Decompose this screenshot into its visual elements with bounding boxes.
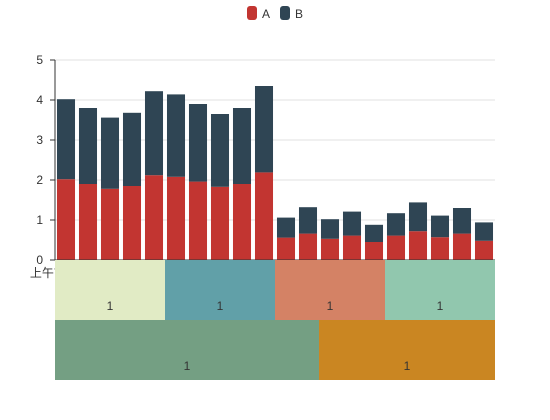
group-cell-label: 1 bbox=[437, 299, 444, 313]
group-cell-row2 bbox=[319, 320, 495, 380]
bar-B-18[interactable] bbox=[452, 208, 472, 234]
grid-lines bbox=[55, 59, 495, 221]
bar-B-8[interactable] bbox=[232, 108, 252, 184]
legend-label-A[interactable]: A bbox=[262, 7, 270, 21]
bar-B-16[interactable] bbox=[408, 202, 428, 232]
bar-A-7[interactable] bbox=[210, 186, 230, 260]
bar-B-6[interactable] bbox=[188, 104, 208, 182]
bar-A-4[interactable] bbox=[144, 175, 164, 260]
bar-A-6[interactable] bbox=[188, 181, 208, 260]
bar-B-19[interactable] bbox=[474, 222, 494, 241]
bar-B-1[interactable] bbox=[78, 108, 98, 184]
group-cell-row1 bbox=[55, 260, 165, 320]
group-cell-row1 bbox=[385, 260, 495, 320]
bar-B-10[interactable] bbox=[276, 217, 296, 238]
group-cell-label: 1 bbox=[184, 359, 191, 373]
group-cell-row1 bbox=[165, 260, 275, 320]
bar-A-3[interactable] bbox=[122, 186, 142, 260]
y-tick-label: 3 bbox=[36, 133, 43, 147]
bar-A-17[interactable] bbox=[430, 237, 450, 260]
bar-B-11[interactable] bbox=[298, 207, 318, 234]
group-cell-label: 1 bbox=[327, 299, 334, 313]
group-cell-row2 bbox=[55, 320, 319, 380]
bar-A-1[interactable] bbox=[78, 184, 98, 260]
bar-A-14[interactable] bbox=[364, 242, 384, 260]
bar-B-15[interactable] bbox=[386, 213, 406, 236]
bars bbox=[56, 86, 494, 260]
bar-A-16[interactable] bbox=[408, 231, 428, 260]
bar-A-18[interactable] bbox=[452, 233, 472, 260]
bar-B-2[interactable] bbox=[100, 117, 120, 189]
group-cell-label: 1 bbox=[107, 299, 114, 313]
group-cell-row1 bbox=[275, 260, 385, 320]
y-tick-label: 2 bbox=[36, 173, 43, 187]
y-tick-label: 1 bbox=[36, 213, 43, 227]
bar-A-19[interactable] bbox=[474, 240, 494, 260]
legend-swatch-A[interactable] bbox=[247, 6, 257, 20]
bar-B-7[interactable] bbox=[210, 114, 230, 187]
bar-A-0[interactable] bbox=[56, 179, 76, 260]
bar-B-9[interactable] bbox=[254, 86, 274, 173]
group-cell-label: 1 bbox=[404, 359, 411, 373]
bar-B-14[interactable] bbox=[364, 224, 384, 242]
bar-A-9[interactable] bbox=[254, 172, 274, 260]
bar-B-13[interactable] bbox=[342, 211, 362, 236]
y-tick-label: 0 bbox=[36, 253, 43, 267]
bar-B-4[interactable] bbox=[144, 91, 164, 176]
group-rows: 1 1 1 1 1 1 bbox=[55, 260, 495, 380]
y-tick-label: 4 bbox=[36, 93, 43, 107]
legend-label-B[interactable]: B bbox=[295, 7, 303, 21]
legend-swatch-B[interactable] bbox=[280, 6, 290, 20]
group-cell-label: 1 bbox=[217, 299, 224, 313]
bar-A-11[interactable] bbox=[298, 233, 318, 260]
bar-B-12[interactable] bbox=[320, 219, 340, 239]
bar-A-15[interactable] bbox=[386, 235, 406, 260]
bar-A-5[interactable] bbox=[166, 176, 186, 260]
bar-B-0[interactable] bbox=[56, 99, 76, 180]
bar-B-3[interactable] bbox=[122, 112, 142, 186]
bar-B-17[interactable] bbox=[430, 215, 450, 238]
bar-B-5[interactable] bbox=[166, 94, 186, 177]
bar-A-2[interactable] bbox=[100, 188, 120, 260]
bar-A-13[interactable] bbox=[342, 235, 362, 260]
bar-A-8[interactable] bbox=[232, 184, 252, 260]
bar-A-10[interactable] bbox=[276, 237, 296, 260]
bar-A-12[interactable] bbox=[320, 238, 340, 260]
y-tick-label: 5 bbox=[36, 53, 43, 67]
